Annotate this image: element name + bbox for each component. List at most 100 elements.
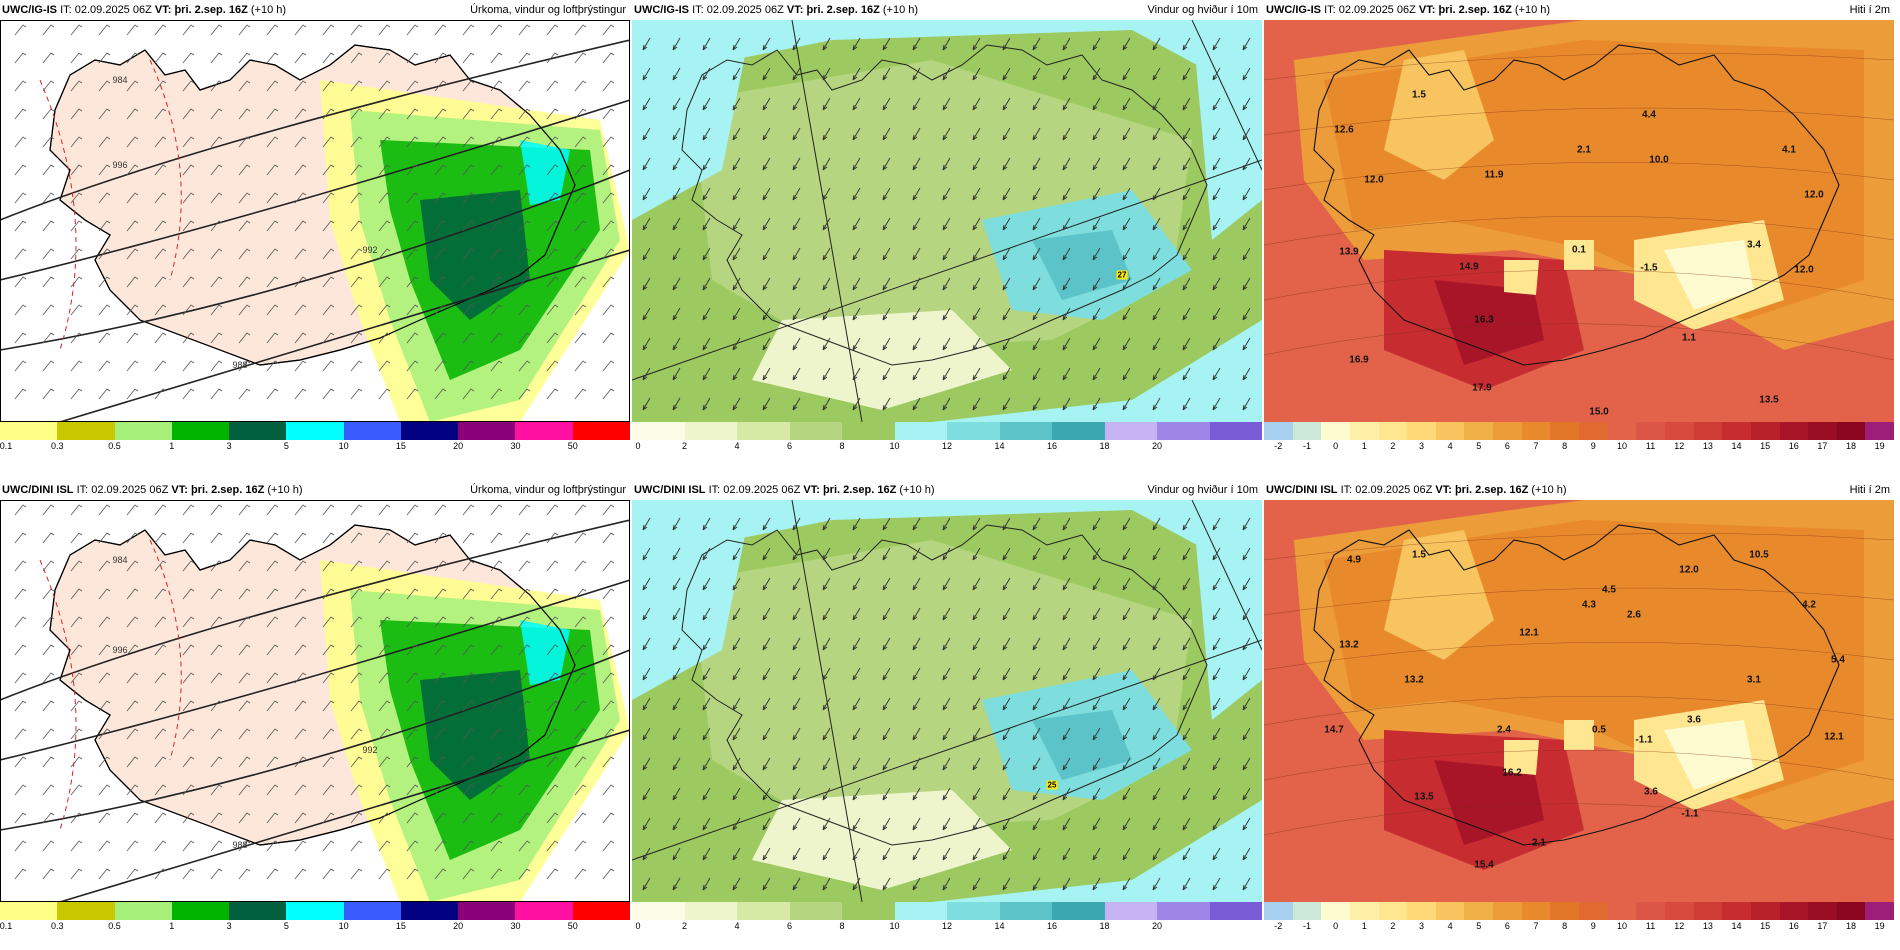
wind-arrow <box>942 397 951 411</box>
wind-barb <box>350 80 363 92</box>
wind-arrow <box>672 547 681 561</box>
wind-barb <box>518 700 531 712</box>
wind-barb <box>126 504 139 516</box>
wind-barb <box>14 784 27 796</box>
temperature-label: -1.1 <box>1681 808 1699 820</box>
wind-barb <box>98 812 111 824</box>
wind-barb <box>154 756 167 768</box>
wind-arrow <box>1092 127 1101 141</box>
temperature-contour <box>39 79 77 351</box>
wind-arrow <box>1002 277 1011 291</box>
wind-arrow <box>912 697 921 711</box>
wind-arrow <box>762 307 771 321</box>
wind-arrow <box>822 727 831 741</box>
wind-barb <box>574 304 587 316</box>
wind-arrow <box>1122 817 1131 831</box>
wind-arrow <box>792 877 801 891</box>
wind-arrow <box>1212 307 1221 321</box>
wind-barb <box>602 644 615 656</box>
wind-arrow <box>1242 517 1251 531</box>
wind-arrow <box>1092 877 1101 891</box>
grid-line <box>1191 20 1262 171</box>
colorbar-tick-label: 15 <box>1760 921 1771 931</box>
colorbar-tick-label: 20 <box>1151 441 1163 451</box>
wind-arrow <box>942 517 951 531</box>
colorbar-swatch <box>1579 902 1608 920</box>
wind-barb <box>322 700 335 712</box>
wind-arrow <box>1032 517 1041 531</box>
wind-arrow <box>702 67 711 81</box>
wind-barb <box>70 700 83 712</box>
wind-arrow <box>1242 277 1251 291</box>
wind-barb <box>434 616 447 628</box>
wind-arrow <box>912 517 921 531</box>
temperature-label: 4.1 <box>1782 144 1796 156</box>
colorbar-swatch <box>57 422 115 440</box>
wind-arrow <box>642 547 651 561</box>
wind-barb <box>70 276 83 288</box>
colorbar-swatch <box>1349 422 1379 440</box>
temperature-label: 12.0 <box>1794 264 1814 276</box>
wind-barb <box>518 388 531 400</box>
it-value: 02.09.2025 06Z <box>74 4 152 16</box>
wind-arrow <box>642 877 651 891</box>
colorbar-tick-label: 2 <box>1390 441 1396 451</box>
wind-barb <box>182 276 195 288</box>
wind-arrow <box>1032 667 1041 681</box>
wind-barb <box>182 616 195 628</box>
wind-barb <box>350 164 363 176</box>
colorbar-tick-label: 4 <box>734 921 740 931</box>
wind-barb <box>70 504 83 516</box>
wind-barb <box>462 756 475 768</box>
colorbar-tick-label: 50 <box>567 441 578 451</box>
colorbar-swatch <box>894 422 947 440</box>
colorbar-tick-label: 8 <box>1562 441 1568 451</box>
wind-arrow <box>1092 397 1101 411</box>
wind-arrow <box>792 697 801 711</box>
wind-barb <box>294 24 307 36</box>
map-svg <box>0 500 630 902</box>
wind-arrow <box>1032 187 1041 201</box>
wind-barb <box>546 588 559 600</box>
wind-barb <box>574 276 587 288</box>
wind-arrow <box>942 817 951 831</box>
wind-barb <box>14 644 27 656</box>
wind-arrow <box>792 817 801 831</box>
wind-arrow <box>882 277 891 291</box>
wind-barb <box>434 108 447 120</box>
wind-barb <box>406 700 419 712</box>
wind-barb <box>238 220 251 232</box>
wind-barb <box>294 504 307 516</box>
panel-title: Úrkoma, vindur og loftþrýstingur <box>470 4 626 16</box>
wind-barb <box>154 868 167 880</box>
wind-barb <box>490 52 503 64</box>
precip-area <box>420 190 530 320</box>
wind-arrow <box>1032 277 1041 291</box>
wind-barb <box>42 588 55 600</box>
wind-arrow <box>732 697 741 711</box>
wind-barb <box>14 220 27 232</box>
wind-arrow <box>1122 757 1131 771</box>
wind-arrow <box>672 517 681 531</box>
wind-barb <box>98 136 111 148</box>
wind-arrow <box>732 847 741 861</box>
wind-barb <box>42 108 55 120</box>
wind-barb <box>70 728 83 740</box>
wind-barb <box>490 644 503 656</box>
wind-speed-area <box>752 310 1012 410</box>
wind-barb <box>322 164 335 176</box>
wind-arrow <box>672 217 681 231</box>
wind-barb <box>14 108 27 120</box>
wind-barb <box>434 248 447 260</box>
wind-barb <box>210 532 223 544</box>
wind-barb <box>518 588 531 600</box>
wind-barb <box>70 24 83 36</box>
colorbar-swatch <box>1750 902 1780 920</box>
wind-barb <box>378 700 391 712</box>
wind-arrow <box>1212 757 1221 771</box>
wind-arrow <box>852 517 861 531</box>
wind-barb <box>378 756 391 768</box>
wind-barb <box>546 52 559 64</box>
wind-arrow <box>1182 247 1191 261</box>
colorbar-tick-label: 14 <box>994 921 1005 931</box>
